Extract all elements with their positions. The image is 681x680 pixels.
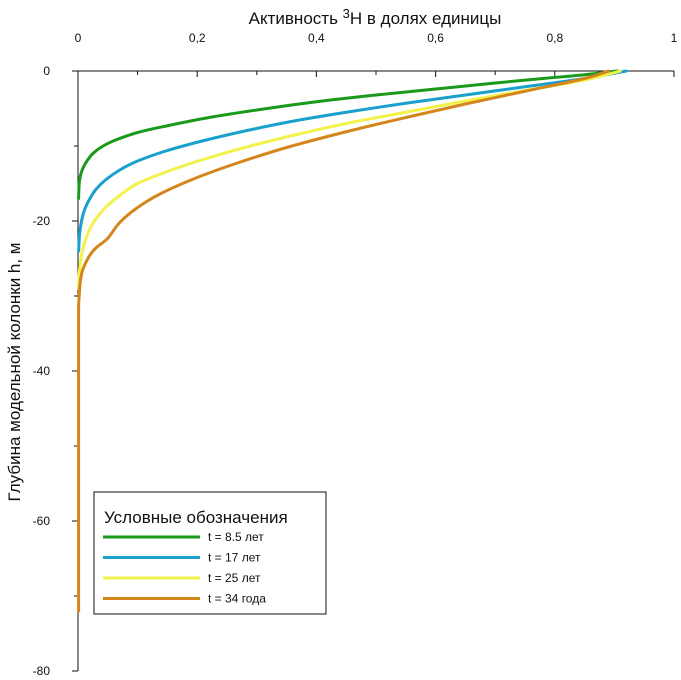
x-axis-title: Активность 3H в долях единицы	[249, 6, 502, 28]
x-tick-label: 0	[75, 31, 82, 45]
y-tick-label: -40	[33, 364, 51, 378]
legend-title: Условные обозначения	[104, 508, 288, 527]
y-tick-label: -60	[33, 514, 51, 528]
y-tick-label: -80	[33, 664, 51, 678]
legend-label-4: t = 34 года	[208, 592, 266, 606]
x-tick-label: 1	[671, 31, 678, 45]
legend-label-1: t = 8.5 лет	[208, 530, 264, 544]
legend-label-2: t = 17 лет	[208, 551, 261, 565]
x-tick-label: 0,6	[427, 31, 444, 45]
series-line-4	[77, 69, 610, 613]
y-tick-label: 0	[43, 64, 50, 78]
x-axis-title-superscript: 3	[343, 6, 350, 21]
x-tick-label: 0,4	[308, 31, 325, 45]
x-tick-label: 0,2	[189, 31, 206, 45]
y-axis-title: Глубина модельной колонки h, м	[5, 243, 24, 502]
series-layer	[77, 69, 628, 613]
legend-entries: t = 8.5 лет t = 17 лет t = 25 лет t = 34 го…	[103, 530, 266, 606]
legend: Условные обозначения t = 8.5 лет t = 17 л…	[93, 491, 327, 615]
series-line-3	[77, 69, 622, 290]
x-axis: 0 0,2 0,4 0,6 0,8 1	[75, 31, 678, 77]
legend-box	[93, 491, 327, 615]
legend-label-3: t = 25 лет	[208, 571, 261, 585]
y-tick-label: -20	[33, 214, 51, 228]
series-line-1	[77, 69, 619, 200]
x-tick-label: 0,8	[546, 31, 563, 45]
series-line-2	[77, 69, 628, 253]
y-axis: 0 -20 -40 -60 -80	[33, 64, 79, 678]
